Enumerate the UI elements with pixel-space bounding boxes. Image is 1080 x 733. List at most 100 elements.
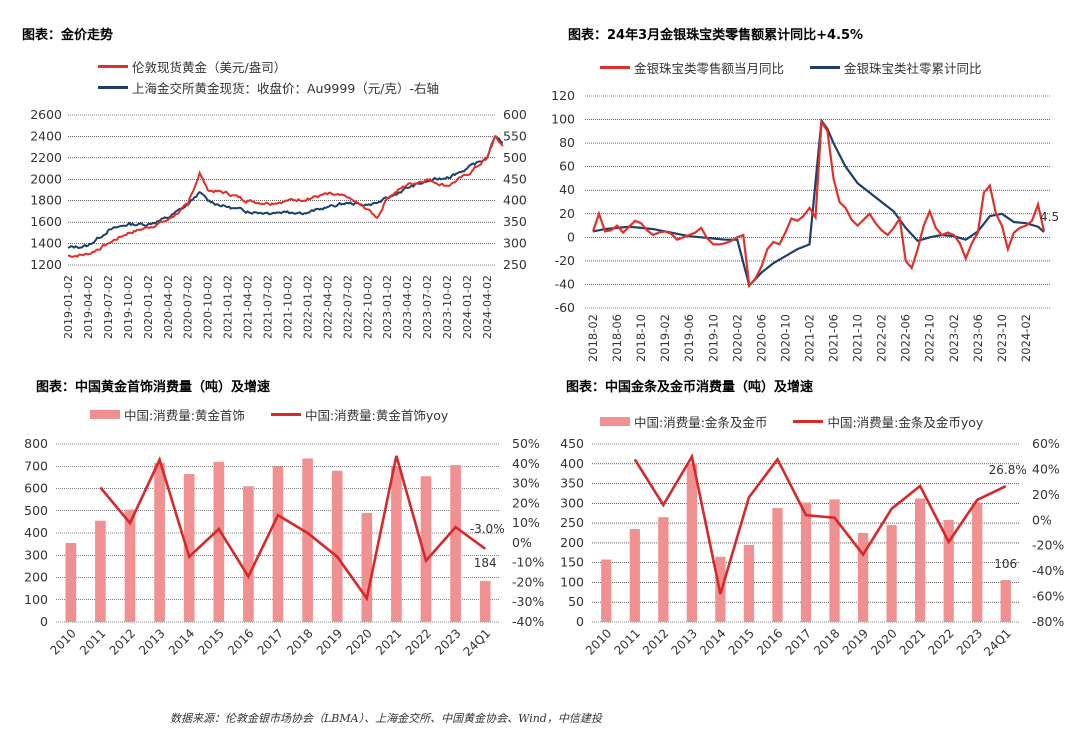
- x-tick-label: 2017: [783, 626, 814, 657]
- x-tick-label: 2022-04-02: [321, 275, 334, 339]
- x-tick-label: 2018: [811, 626, 842, 657]
- y-tick-label-left: 350: [560, 476, 584, 491]
- y-tick-label-left: 500: [24, 503, 48, 518]
- jewelry-bar: [95, 520, 106, 622]
- y-tick-label-left: 1600: [30, 214, 62, 229]
- legend-label: 上海金交所黄金现货：收盘价：Au9999（元/克）-右轴: [132, 81, 440, 96]
- legend-label: 中国:消费量:金条及金币: [634, 415, 768, 430]
- chart2-legend: 金银珠宝类零售额当月同比 金银珠宝类社零累计同比: [600, 57, 982, 78]
- y-tick-label-left: 0: [576, 614, 584, 629]
- x-tick-label: 2016: [754, 626, 785, 657]
- legend-label: 中国:消费量:黄金首饰: [124, 408, 245, 423]
- barcoin-bar: [886, 525, 897, 622]
- y-tick-label-right: 30%: [512, 476, 540, 491]
- x-tick-label: 2024-04-02: [481, 275, 494, 339]
- x-tick-label: 2022-10-02: [361, 275, 374, 339]
- jewelry-bar: [183, 474, 195, 622]
- y-tick-label: 40: [559, 182, 575, 197]
- y-tick-label-right: 20%: [512, 495, 540, 510]
- x-tick-label: 2021-10: [851, 314, 865, 362]
- x-tick-label: 2019-10: [706, 314, 720, 362]
- y-tick-label-right: 300: [503, 236, 527, 251]
- y-tick-label-left: 600: [24, 481, 48, 496]
- y-tick-label-left: 700: [24, 458, 48, 473]
- legend-swatch-red: [270, 413, 301, 416]
- x-tick-label: 2020: [343, 626, 374, 657]
- x-tick-label: 2019-10-02: [122, 275, 135, 339]
- x-tick-label: 2019-07-02: [102, 275, 115, 339]
- x-tick-label: 2023-10-02: [441, 275, 454, 339]
- x-tick-label: 2020-07-02: [182, 275, 195, 339]
- x-tick-label: 2019-06: [682, 314, 696, 362]
- x-tick-label: 2018-02: [586, 314, 600, 362]
- legend-label: 金银珠宝类零售额当月同比: [634, 61, 785, 76]
- chart1-legend: 伦敦现货黄金（美元/盎司） 上海金交所黄金现货：收盘价：Au9999（元/克）-…: [98, 56, 439, 98]
- chart3-legend: 中国:消费量:黄金首饰 中国:消费量:黄金首饰yoy: [90, 404, 448, 425]
- jewelry-bar: [302, 458, 313, 622]
- x-tick-label: 2022-07-02: [341, 275, 354, 339]
- x-tick-label: 2020-02: [730, 314, 744, 362]
- barcoin-bar: [629, 529, 640, 622]
- barcoin-bar: [601, 559, 612, 622]
- y-tick-label-right: 60%: [1032, 436, 1060, 451]
- barcoin-bar: [829, 499, 840, 622]
- jewelry-bar: [243, 486, 254, 622]
- jewelry-bar: [361, 512, 373, 622]
- chart1-title: 图表：金价走势: [22, 28, 114, 43]
- y-tick-label-right: -60%: [1032, 589, 1064, 604]
- y-tick-label-right: 0%: [512, 535, 532, 550]
- series-line-london-gold: [67, 134, 504, 258]
- legend-label: 伦敦现货黄金（美元/盎司）: [132, 60, 287, 75]
- y-tick-label-left: 50: [568, 594, 584, 609]
- x-tick-label: 2021-10-02: [281, 275, 294, 339]
- y-tick-label-right: 40%: [1032, 461, 1060, 476]
- jewelry-bar: [65, 543, 77, 622]
- barcoin-yoy-line: [633, 453, 1007, 595]
- x-tick-label: 2015: [195, 626, 226, 657]
- barcoin-bar: [914, 498, 926, 622]
- x-tick-label: 2011: [77, 626, 108, 657]
- x-tick-label: 2019-04-02: [82, 275, 95, 339]
- y-tick-label-right: 550: [503, 128, 527, 143]
- x-tick-label: 2020-10-02: [202, 275, 215, 339]
- y-tick-label-right: -20%: [512, 574, 544, 589]
- barcoin-bar: [772, 508, 783, 622]
- x-tick-label: 2020: [868, 626, 899, 657]
- y-tick-label: -20: [555, 253, 575, 268]
- x-tick-label: 2018-06: [610, 314, 624, 362]
- x-tick-label: 24Q1: [981, 626, 1014, 659]
- legend-swatch-blue: [810, 66, 841, 69]
- x-tick-label: 2022-06: [899, 314, 913, 362]
- x-tick-label: 2022: [403, 626, 434, 657]
- jewelry-bar: [450, 465, 461, 622]
- x-tick-label: 2018: [284, 626, 315, 657]
- x-tick-label: 2023-07-02: [421, 275, 434, 339]
- x-tick-label: 24Q1: [461, 626, 494, 659]
- jewelry-bar: [154, 462, 165, 622]
- x-tick-label: 2021-04-02: [242, 275, 255, 339]
- y-tick-label-right: 50%: [512, 436, 540, 451]
- legend-label: 金银珠宝类社零累计同比: [844, 61, 982, 76]
- x-tick-label: 2016: [225, 626, 256, 657]
- jewelry-bar: [213, 461, 225, 622]
- y-tick-label-right: 450: [503, 171, 527, 186]
- x-tick-label: 2023-10: [995, 314, 1009, 362]
- y-tick-label: 20: [559, 206, 575, 221]
- y-tick-label: 0: [567, 229, 575, 244]
- y-tick-label-left: 100: [560, 574, 584, 589]
- x-tick-label: 2022-02: [875, 314, 889, 362]
- barcoin-bar: [686, 463, 698, 622]
- y-tick-label-right: 350: [503, 214, 527, 229]
- y-tick-label-right: 0%: [1032, 512, 1052, 527]
- y-tick-label: 80: [559, 135, 575, 150]
- y-tick-label: 100: [551, 112, 575, 127]
- x-tick-label: 2020-04-02: [162, 275, 175, 339]
- jewelry-yoy-line: [99, 455, 486, 602]
- x-tick-label: 2019-01-02: [62, 275, 75, 339]
- y-tick-label-left: 200: [24, 570, 48, 585]
- y-tick-label-left: 1200: [30, 257, 62, 272]
- y-tick-label-right: 500: [503, 150, 527, 165]
- y-tick-label-left: 150: [560, 555, 584, 570]
- y-tick-label-right: 20%: [1032, 487, 1060, 502]
- x-tick-label: 2014: [697, 626, 728, 657]
